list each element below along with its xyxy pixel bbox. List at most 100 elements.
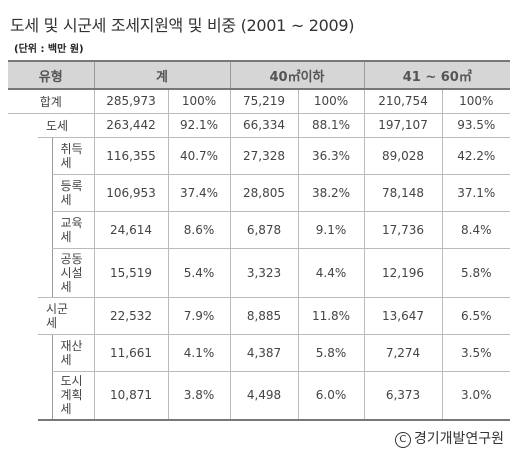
value-cell: 37.4% [167,174,230,212]
value-cell: 106,953 [93,174,168,212]
row-label: 시군 세 [38,297,94,335]
row-label-line: 세 [60,352,72,367]
indent-cell [8,174,38,211]
table-row: 시군 세 22,532 7.9% 8,885 11.8% 13,647 6.5% [8,297,511,335]
value-cell: 100% [441,89,511,114]
value-cell: 210,754 [363,89,443,114]
value-cell: 7,274 [363,334,443,372]
row-label-line: 세 [60,155,72,170]
value-cell: 100% [297,89,365,114]
indent-cell [38,334,52,371]
value-cell: 8,885 [229,297,298,335]
header-41-60: 41 ~ 60㎡ [363,60,511,90]
value-cell: 42.2% [441,137,511,175]
row-label-line: 세 [60,279,72,294]
value-cell: 4,387 [229,334,298,372]
indent-cell [38,371,52,421]
value-cell: 6.5% [441,297,511,335]
row-label: 합계 [8,89,94,114]
row-label: 등록 세 [51,174,94,212]
table-row: 재산 세 11,661 4.1% 4,387 5.8% 7,274 3.5% [8,334,511,372]
row-label-line: 교육 [60,215,83,230]
value-cell: 36.3% [297,137,365,175]
value-cell: 40.7% [167,137,230,175]
row-label-line: 계획 [60,388,83,403]
value-cell: 75,219 [229,89,298,114]
row-label: 도시 계획 세 [51,371,94,421]
row-label-line: 도시 [60,374,83,389]
value-cell: 197,107 [363,113,443,138]
value-cell: 66,334 [229,113,298,138]
value-cell: 93.5% [441,113,511,138]
value-cell: 88.1% [297,113,365,138]
value-cell: 5.4% [167,248,230,298]
value-cell: 22,532 [93,297,168,335]
indent-cell [8,371,38,420]
value-cell: 11.8% [297,297,365,335]
value-cell: 285,973 [93,89,168,114]
value-cell: 4,498 [229,371,298,421]
row-label: 취득 세 [51,137,94,175]
document-title: 도세 및 시군세 조세지원액 및 비중 (2001 ~ 2009) [10,16,355,35]
row-label-line: 공동 [60,251,83,266]
value-cell: 11,661 [93,334,168,372]
value-cell: 3.0% [441,371,511,421]
indent-cell [8,137,38,174]
value-cell: 5.8% [441,248,511,298]
value-cell: 3.8% [167,371,230,421]
indent-cell [38,137,52,174]
indent-cell [8,211,38,248]
row-label-line: 시군 [46,301,69,316]
value-cell: 38.2% [297,174,365,212]
table-row: 교육 세 24,614 8.6% 6,878 9.1% 17,736 8.4% [8,211,511,249]
value-cell: 15,519 [93,248,168,298]
value-cell: 263,442 [93,113,168,138]
unit-note: (단위 : 백만 원) [14,44,84,55]
value-cell: 6,373 [363,371,443,421]
value-cell: 13,647 [363,297,443,335]
row-label-line: 세 [60,229,72,244]
value-cell: 78,148 [363,174,443,212]
value-cell: 89,028 [363,137,443,175]
indent-cell [38,248,52,298]
value-cell: 100% [167,89,230,114]
header-type: 유형 [8,60,94,90]
row-label-line: 세 [46,315,58,330]
row-label-line: 취득 [60,141,83,156]
indent-cell [38,211,52,248]
row-label-line: 세 [60,192,72,207]
row-label: 재산 세 [51,334,94,372]
value-cell: 10,871 [93,371,168,421]
value-cell: 8.4% [441,211,511,249]
value-cell: 4.1% [167,334,230,372]
table-row: 도세 263,442 92.1% 66,334 88.1% 197,107 93.5% [8,113,511,138]
indent-cell [8,248,38,297]
row-label: 공동 시설 세 [51,248,94,298]
header-total: 계 [93,60,230,90]
value-cell: 37.1% [441,174,511,212]
table-row: 등록 세 106,953 37.4% 28,805 38.2% 78,148 37.1% [8,174,511,212]
row-label-line: 재산 [60,338,83,353]
value-cell: 8.6% [167,211,230,249]
header-row: 유형 계 40㎡이하 41 ~ 60㎡ [8,60,511,90]
indent-cell [8,113,38,137]
table-body: 합계 285,973 100% 75,219 100% 210,754 100% 도세 263,… [8,89,511,421]
source-credit: C 경기개발연구원 [394,428,504,448]
value-cell: 3,323 [229,248,298,298]
value-cell: 3.5% [441,334,511,372]
table-row: 도시 계획 세 10,871 3.8% 4,498 6.0% 6,373 3.0% [8,371,511,421]
value-cell: 116,355 [93,137,168,175]
tax-support-table: 유형 계 40㎡이하 41 ~ 60㎡ 합계 285,973 100% 75,219 1… [8,60,511,421]
value-cell: 6.0% [297,371,365,421]
indent-cell [8,334,38,371]
value-cell: 24,614 [93,211,168,249]
row-label: 도세 [38,113,94,138]
table-row: 공동 시설 세 15,519 5.4% 3,323 4.4% 12,196 5.8% [8,248,511,298]
value-cell: 9.1% [297,211,365,249]
row-label: 교육 세 [51,211,94,249]
value-cell: 92.1% [167,113,230,138]
value-cell: 4.4% [297,248,365,298]
row-label-line: 시설 [60,265,83,280]
header-under40: 40㎡이하 [229,60,365,90]
value-cell: 5.8% [297,334,365,372]
